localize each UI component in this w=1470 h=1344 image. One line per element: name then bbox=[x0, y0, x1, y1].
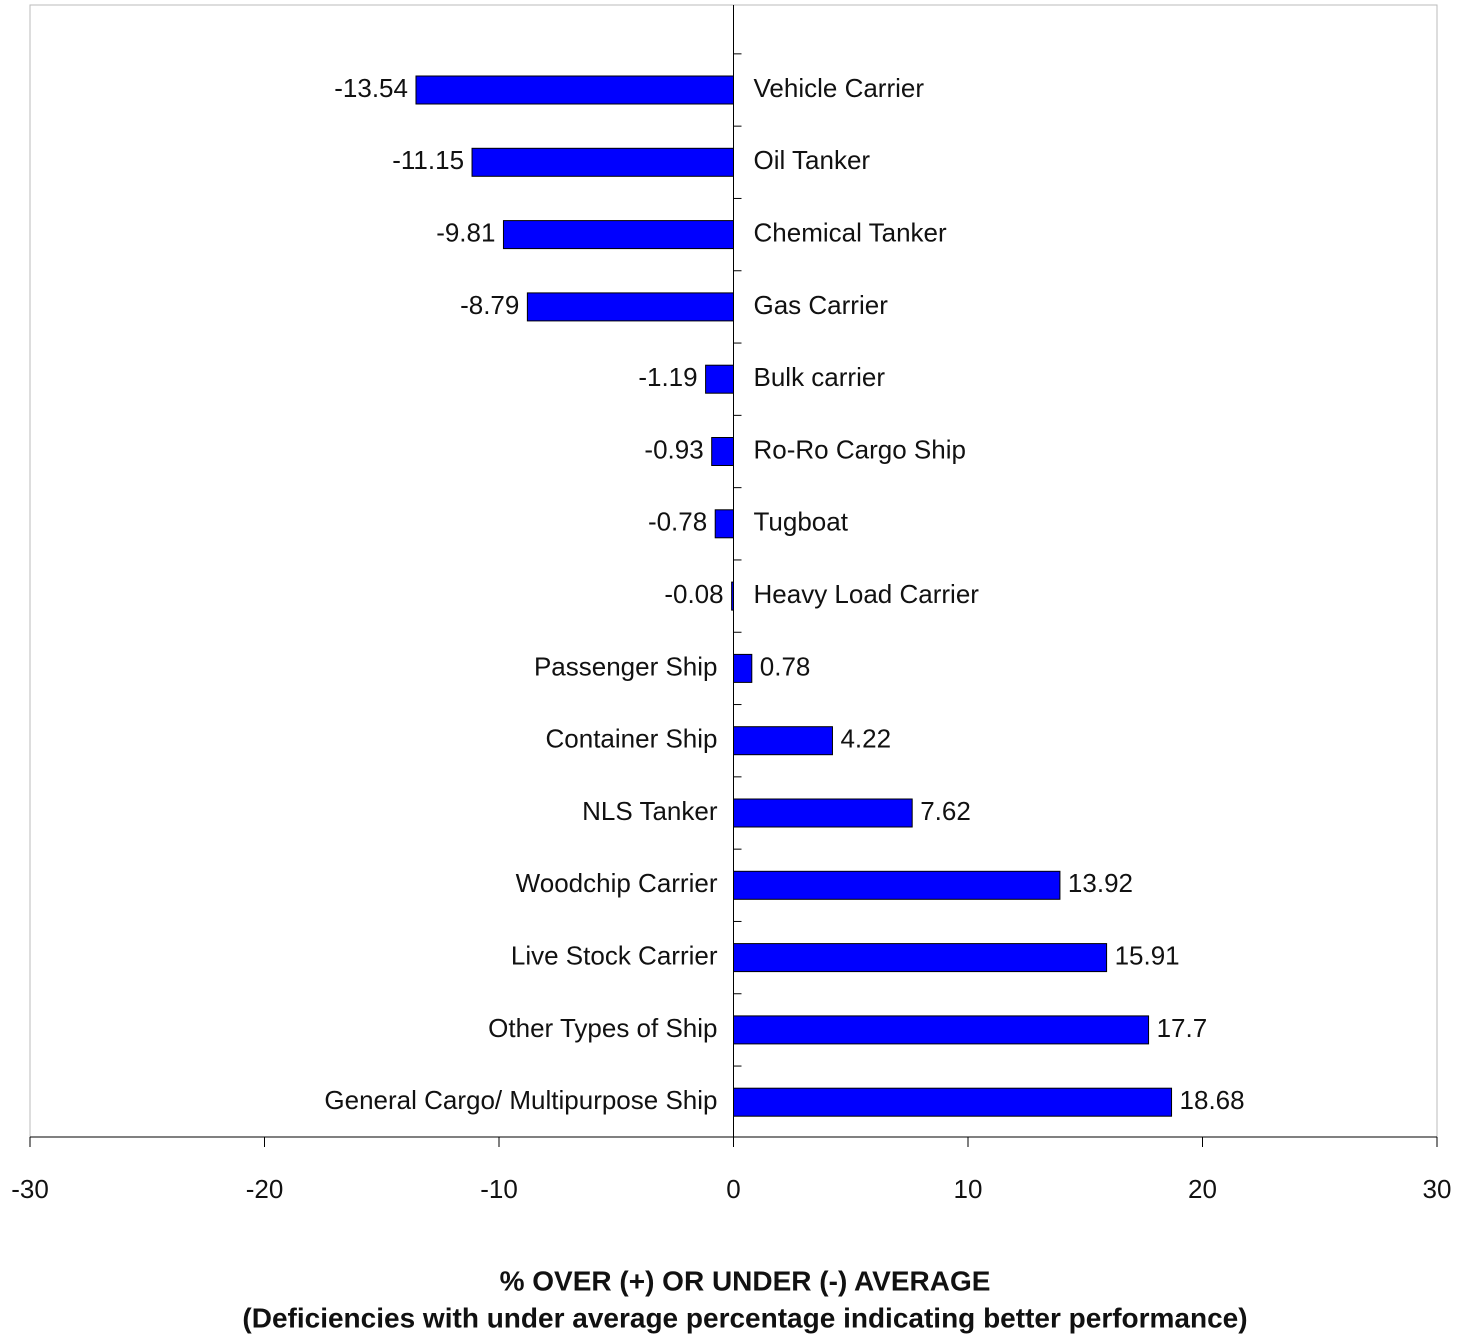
category-label: Bulk carrier bbox=[754, 362, 886, 392]
value-label: 0.78 bbox=[760, 651, 811, 681]
value-label: -11.15 bbox=[392, 145, 464, 175]
category-label: Live Stock Carrier bbox=[511, 940, 718, 970]
x-tick-label: -10 bbox=[480, 1174, 518, 1204]
value-label: 7.62 bbox=[920, 796, 971, 826]
category-label: Heavy Load Carrier bbox=[754, 579, 980, 609]
x-tick-label: -30 bbox=[11, 1174, 49, 1204]
category-label: Gas Carrier bbox=[754, 290, 889, 320]
x-tick-label: 30 bbox=[1423, 1174, 1452, 1204]
value-label: 13.92 bbox=[1068, 868, 1133, 898]
category-label: Tugboat bbox=[754, 507, 849, 537]
category-label: NLS Tanker bbox=[582, 796, 718, 826]
value-label: 18.68 bbox=[1180, 1085, 1245, 1115]
value-label: -0.78 bbox=[648, 507, 707, 537]
value-label: 4.22 bbox=[840, 724, 891, 754]
category-label: Woodchip Carrier bbox=[516, 868, 718, 898]
bar bbox=[733, 870, 1061, 900]
bar bbox=[711, 437, 735, 466]
bar bbox=[731, 581, 735, 611]
value-label: -1.19 bbox=[638, 362, 697, 392]
bar bbox=[733, 1015, 1150, 1045]
value-label: -9.81 bbox=[436, 217, 495, 247]
category-label: Passenger Ship bbox=[534, 651, 718, 681]
bar bbox=[714, 509, 734, 539]
x-tick-label: 20 bbox=[1188, 1174, 1217, 1204]
bar bbox=[502, 220, 734, 250]
x-tick-label: 10 bbox=[954, 1174, 983, 1204]
value-label: -13.54 bbox=[334, 73, 408, 103]
category-label: Other Types of Ship bbox=[488, 1013, 717, 1043]
bar bbox=[733, 1087, 1173, 1117]
category-label: Container Ship bbox=[546, 724, 718, 754]
category-label: Chemical Tanker bbox=[754, 217, 948, 247]
bar bbox=[733, 943, 1108, 973]
axis-title: % OVER (+) OR UNDER (-) AVERAGE bbox=[500, 1265, 991, 1296]
bar bbox=[415, 75, 734, 105]
bar bbox=[526, 292, 735, 322]
value-label: -8.79 bbox=[460, 290, 519, 320]
value-label: 17.7 bbox=[1157, 1013, 1208, 1043]
x-tick-label: -20 bbox=[246, 1174, 284, 1204]
value-label: -0.93 bbox=[644, 434, 703, 464]
bar bbox=[733, 798, 913, 828]
category-label: Oil Tanker bbox=[754, 145, 871, 175]
bar bbox=[471, 147, 734, 177]
bar bbox=[733, 726, 833, 756]
bar bbox=[733, 653, 753, 683]
axis-subtitle: (Deficiencies with under average percent… bbox=[242, 1302, 1247, 1333]
category-label: General Cargo/ Multipurpose Ship bbox=[324, 1085, 717, 1115]
value-label: -0.08 bbox=[664, 579, 723, 609]
bar bbox=[705, 364, 734, 394]
value-label: 15.91 bbox=[1115, 940, 1180, 970]
category-label: Ro-Ro Cargo Ship bbox=[754, 434, 966, 464]
x-tick-label: 0 bbox=[726, 1174, 740, 1204]
category-label: Vehicle Carrier bbox=[754, 73, 925, 103]
